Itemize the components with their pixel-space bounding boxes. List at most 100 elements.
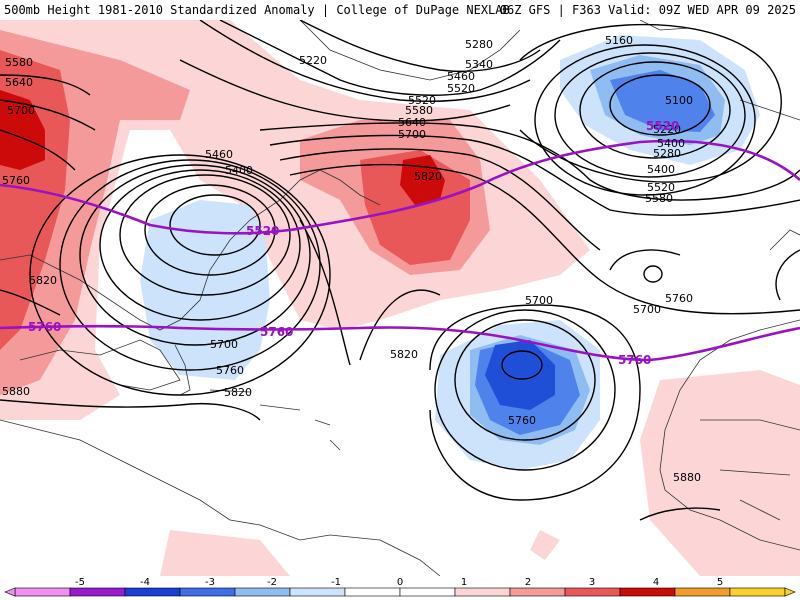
coast-central-america bbox=[0, 419, 231, 521]
colorbar-bin bbox=[399, 587, 456, 597]
contour-low-5760 bbox=[29, 154, 331, 396]
contour-low-5460 bbox=[144, 184, 276, 276]
contour-natl-5400 bbox=[519, 23, 782, 183]
colorbar-tick-label: 4 bbox=[653, 577, 659, 588]
contour-cutoff-5820 bbox=[429, 304, 641, 501]
colorbar-bin bbox=[14, 587, 71, 597]
contour-label: 5880 bbox=[673, 471, 701, 484]
colorbar-bin bbox=[674, 587, 731, 597]
contour-label: 5340 bbox=[465, 58, 493, 71]
contour-label: 5760 bbox=[508, 414, 536, 427]
contour-label: 5520 bbox=[647, 181, 675, 194]
height-contours bbox=[0, 20, 800, 521]
contour-low-5700 bbox=[59, 159, 321, 371]
contour-west-5820 bbox=[0, 289, 61, 316]
colorbar-bins bbox=[4, 587, 796, 597]
colorbar-tick-label: 1 bbox=[461, 577, 467, 588]
positive-anomaly-south-central bbox=[530, 530, 560, 560]
coast-south-america bbox=[229, 519, 441, 576]
contour-label: 5580 bbox=[645, 192, 673, 205]
contour-west-5580 bbox=[0, 74, 91, 96]
contour-label: 5220 bbox=[653, 123, 681, 136]
highlight-label: 5520 bbox=[646, 119, 679, 133]
contour-natl-5220 bbox=[554, 52, 746, 178]
positive-anomaly-africa bbox=[640, 370, 800, 576]
contour-label: 5580 bbox=[5, 56, 33, 69]
colorbar-bin bbox=[509, 587, 566, 597]
contour-low-5580 bbox=[99, 169, 301, 321]
coastlines bbox=[0, 20, 800, 576]
colorbar-bin bbox=[564, 587, 621, 597]
contour-label: 5760 bbox=[665, 292, 693, 305]
contour-label: 5280 bbox=[653, 147, 681, 160]
highlight-5520-contour bbox=[0, 139, 800, 235]
contour-label: 5820 bbox=[224, 386, 252, 399]
contour-label: 5700 bbox=[525, 294, 553, 307]
contour-azores-small bbox=[643, 265, 663, 283]
colorbar-bin bbox=[179, 587, 236, 597]
contour-label: 5820 bbox=[414, 170, 442, 183]
negative-anomaly-shading bbox=[140, 35, 760, 470]
coast-iceland bbox=[639, 20, 691, 31]
negative-anomaly-north-atlantic-core bbox=[610, 70, 715, 132]
anomaly-colorbar: -5 -4 -3 -2 -1 0 1 2 3 4 5 bbox=[4, 577, 796, 597]
colorbar-bin bbox=[124, 587, 181, 597]
coast-greenland bbox=[299, 20, 521, 81]
contour-low-5640 bbox=[79, 164, 311, 346]
contour-label: 5400 bbox=[657, 137, 685, 150]
border-africa bbox=[700, 419, 800, 521]
contour-label: 5100 bbox=[665, 94, 693, 107]
contour-natl-5160 bbox=[579, 61, 731, 159]
colorbar-tick-label: -2 bbox=[267, 577, 277, 588]
colorbar-min-arrow bbox=[4, 587, 16, 597]
colorbar-tick-label: 2 bbox=[525, 577, 531, 588]
contour-east-5880 bbox=[639, 507, 721, 521]
colorbar-tick-label: 3 bbox=[589, 577, 595, 588]
highlight-label: 5760 bbox=[28, 320, 61, 334]
contour-east-5820 bbox=[609, 249, 681, 271]
contour-label: 5280 bbox=[465, 38, 493, 51]
contour-low-5520 bbox=[119, 174, 291, 296]
highlight-contour-labels: 5520 5520 5760 5760 5760 bbox=[28, 119, 679, 367]
negative-anomaly-east-us bbox=[140, 200, 270, 380]
contour-west-5880 bbox=[0, 399, 261, 421]
colorbar-tick-label: -5 bbox=[75, 577, 85, 588]
model-valid-time: 06Z GFS | F363 Valid: 09Z WED APR 09 202… bbox=[499, 3, 796, 17]
contour-label: 5220 bbox=[299, 54, 327, 67]
contour-cutoff-5700 bbox=[454, 319, 596, 441]
contour-zonal-5220 bbox=[219, 20, 561, 96]
colorbar-tick-label: -1 bbox=[331, 577, 341, 588]
highlight-label: 5760 bbox=[618, 353, 651, 367]
contour-label: 5820 bbox=[390, 348, 418, 361]
contour-zonal-5580 bbox=[269, 134, 800, 216]
contour-label: 5760 bbox=[2, 174, 30, 187]
contour-label: 5820 bbox=[29, 274, 57, 287]
colorbar-bin bbox=[344, 587, 401, 597]
coast-europe bbox=[739, 99, 800, 121]
anomaly-map: 5580 5640 5700 5760 5820 5880 5460 5400 … bbox=[0, 20, 800, 576]
contour-cutoff-5760 bbox=[434, 309, 616, 471]
contour-cutoff-inner bbox=[501, 350, 543, 380]
colorbar-tick-label: 5 bbox=[717, 577, 723, 588]
contour-east-5760 bbox=[775, 249, 800, 301]
positive-anomaly-south-america bbox=[160, 530, 290, 576]
contour-label: 5640 bbox=[5, 76, 33, 89]
map-title: 500mb Height 1981-2010 Standardized Anom… bbox=[4, 3, 510, 17]
contour-label: 5700 bbox=[7, 104, 35, 117]
highlight-label: 5760 bbox=[260, 325, 293, 339]
contour-zonal-5640 bbox=[279, 148, 601, 251]
colorbar-bin bbox=[454, 587, 511, 597]
contour-zonal-5700 bbox=[289, 163, 800, 315]
contour-label: 5160 bbox=[605, 34, 633, 47]
contour-label: 5700 bbox=[398, 128, 426, 141]
colorbar-tick-label: 0 bbox=[397, 577, 403, 588]
positive-anomaly-west-max bbox=[0, 90, 45, 170]
contour-label: 5880 bbox=[2, 385, 30, 398]
contour-low-5400 bbox=[169, 194, 261, 256]
colorbar-tick-labels: -5 -4 -3 -2 -1 0 1 2 3 4 5 bbox=[75, 577, 723, 588]
contour-label: 5760 bbox=[216, 364, 244, 377]
highlight-contours bbox=[0, 139, 800, 362]
highlight-label: 5520 bbox=[246, 224, 279, 238]
contour-label: 5460 bbox=[447, 70, 475, 83]
colorbar-bin bbox=[234, 587, 291, 597]
